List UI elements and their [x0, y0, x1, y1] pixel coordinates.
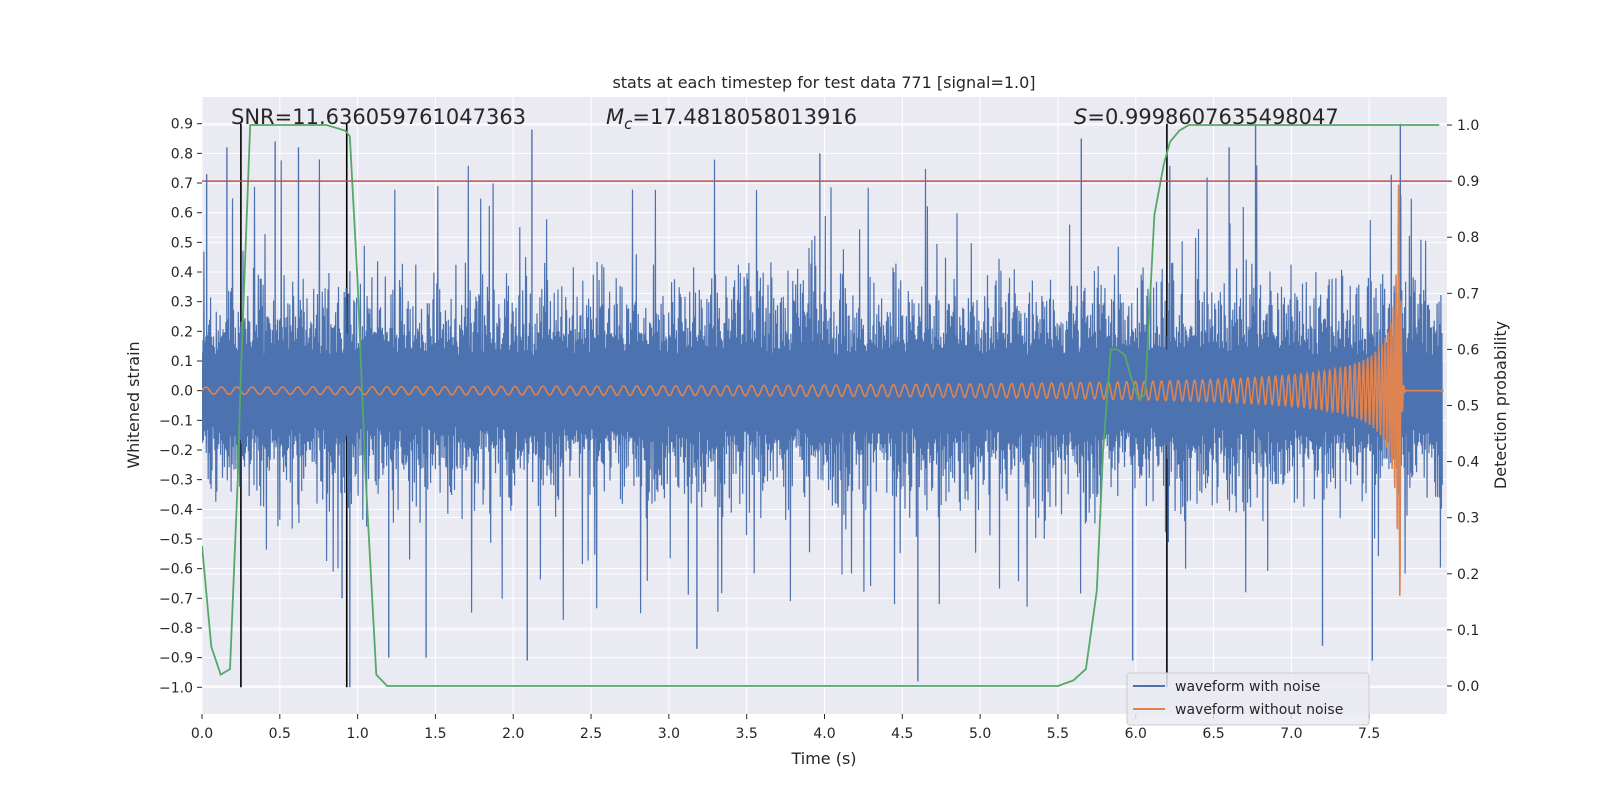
chirp-mass-value: =17.4818058013916 [632, 105, 857, 129]
x-tick-label: 7.5 [1358, 726, 1380, 742]
y-axis-left: 0.9 0.8 0.7 0.6 0.5 0.4 0.3 0.2 0.1 0.0 −0.1 −0.2 −0… [159, 117, 202, 696]
y2-tick-label: 0.3 [1457, 511, 1479, 527]
legend-label-with-noise: waveform with noise [1175, 679, 1320, 695]
y2-tick-label: 0.5 [1457, 399, 1479, 415]
y-axis-right: 1.0 0.9 0.8 0.7 0.6 0.5 0.4 0.3 0.2 0.1 0.0 [1447, 118, 1479, 695]
y2-tick-label: 0.1 [1457, 623, 1479, 639]
legend: waveform with noise waveform without noi… [1126, 672, 1370, 726]
x-tick-label: 1.0 [346, 726, 368, 742]
y-tick-label: 0.3 [171, 295, 193, 311]
x-tick-label: 4.0 [813, 726, 835, 742]
y2-tick-label: 0.2 [1457, 567, 1479, 583]
y-tick-label: 0.1 [171, 354, 193, 370]
y-tick-label: −0.7 [159, 591, 193, 607]
x-tick-label: 1.5 [424, 726, 446, 742]
y2-tick-label: 0.9 [1457, 174, 1479, 190]
y-tick-label: −0.5 [159, 532, 193, 548]
y2-tick-label: 0.4 [1457, 455, 1479, 471]
y-tick-label: −0.3 [159, 473, 193, 489]
y-axis-label: Whitened strain [124, 341, 143, 468]
x-tick-label: 7.0 [1280, 726, 1302, 742]
y-tick-label: −0.1 [159, 413, 193, 429]
y2-tick-label: 0.7 [1457, 286, 1479, 302]
chart-title: stats at each timestep for test data 771… [612, 73, 1035, 92]
y-tick-label: −0.8 [159, 621, 193, 637]
x-tick-label: 0.0 [191, 726, 213, 742]
x-tick-label: 3.5 [736, 726, 758, 742]
y-tick-label: −0.6 [159, 562, 193, 578]
s-value: =0.9998607635498047 [1087, 105, 1338, 129]
y-tick-label: 0.5 [171, 235, 193, 251]
x-tick-label: 6.5 [1202, 726, 1224, 742]
y2-tick-label: 0.0 [1457, 679, 1479, 695]
y-tick-label: −1.0 [159, 680, 193, 696]
y-tick-label: 0.7 [171, 176, 193, 192]
x-tick-label: 5.0 [969, 726, 991, 742]
x-tick-label: 2.0 [502, 726, 524, 742]
y2-axis-label: Detection probability [1491, 321, 1510, 489]
x-tick-label: 4.5 [891, 726, 913, 742]
y-tick-label: 0.8 [171, 146, 193, 162]
x-axis-label: Time (s) [790, 749, 856, 768]
probability-line [202, 124, 1440, 687]
noise-waveform-line [202, 159, 1443, 621]
s-symbol: S [1074, 105, 1087, 129]
y2-tick-label: 1.0 [1457, 118, 1479, 134]
y-tick-label: 0.0 [171, 384, 193, 400]
y-tick-label: −0.9 [159, 651, 193, 667]
x-tick-label: 6.0 [1125, 726, 1147, 742]
y-tick-label: 0.4 [171, 265, 193, 281]
series-waveform-without-noise [202, 184, 1444, 596]
series-detection-probability [202, 124, 1440, 687]
y-tick-label: −0.2 [159, 443, 193, 459]
s-annotation: S=0.9998607635498047 [1074, 105, 1339, 129]
y-tick-label: 0.2 [171, 324, 193, 340]
chirp-mass-annotation: Mc=17.4818058013916 [606, 105, 857, 133]
y-tick-label: −0.4 [159, 502, 193, 518]
y2-tick-label: 0.8 [1457, 230, 1479, 246]
legend-box [1126, 672, 1370, 726]
x-tick-label: 5.5 [1047, 726, 1069, 742]
y-tick-label: 0.6 [171, 206, 193, 222]
chirp-mass-subscript: c [624, 115, 633, 133]
snr-annotation: SNR=11.636059761047363 [231, 105, 526, 129]
y-tick-label: 0.9 [171, 117, 193, 133]
chirp-waveform-line [202, 184, 1444, 596]
x-tick-label: 3.0 [658, 726, 680, 742]
chirp-mass-symbol: M [606, 105, 624, 129]
x-tick-label: 2.5 [580, 726, 602, 742]
y2-tick-label: 0.6 [1457, 342, 1479, 358]
series-waveform-with-noise [202, 123, 1443, 688]
x-axis: 0.0 0.5 1.0 1.5 2.0 2.5 3.0 3.5 4.0 4.5 5.0 5.5 6.0 6… [191, 714, 1380, 742]
legend-label-without-noise: waveform without noise [1175, 702, 1343, 718]
x-tick-label: 0.5 [269, 726, 291, 742]
